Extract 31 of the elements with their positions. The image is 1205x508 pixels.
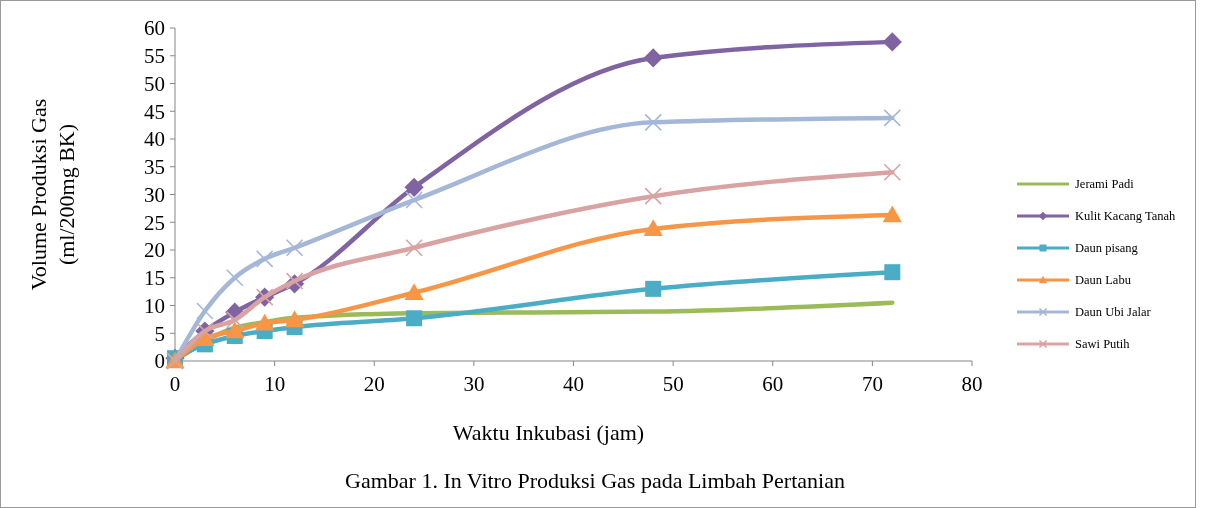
y-tick-label: 40 (144, 127, 165, 152)
legend-label: Sawi Putih (1075, 337, 1131, 352)
y-axis-title: Volume Produksi Gas (ml/200mg BK) (26, 98, 79, 291)
text: Gambar 1. In Vitro Produksi Gas pada Limbah Pertanian (345, 468, 845, 493)
x-tick-label: 20 (363, 372, 385, 396)
legend-label: Daun Ubi Jalar (1075, 305, 1152, 320)
x-tick-label: 60 (762, 372, 784, 396)
x-tick-label: 50 (662, 372, 684, 396)
legend-label: Daun Labu (1075, 273, 1132, 288)
y-tick-label: 30 (144, 182, 165, 207)
legend-label: Jerami Padi (1075, 177, 1135, 192)
x-axis-title: Waktu Inkubasi (jam) (452, 420, 645, 445)
y-tick-label: 35 (144, 155, 165, 180)
y-tick-label: 0 (154, 349, 165, 374)
legend-label: Kulit Kacang Tanah (1075, 209, 1176, 224)
x-tick-label: 30 (463, 372, 485, 396)
x-tick-label: 80 (961, 372, 983, 396)
x-tick-label: 70 (861, 372, 883, 396)
y-tick-label: 55 (144, 44, 165, 69)
y-tick-label: 20 (144, 238, 165, 263)
y-tick-label: 5 (154, 321, 165, 346)
y-tick-label: 25 (144, 210, 165, 235)
legend-label: Daun pisang (1075, 241, 1139, 256)
y-tick-label: 10 (144, 293, 165, 318)
y-tick-label: 50 (144, 71, 165, 96)
y-tick-label: 45 (144, 99, 165, 124)
x-tick-label: 0 (169, 372, 181, 396)
x-tick-label: 40 (563, 372, 584, 396)
y-tick-label: 60 (144, 16, 165, 41)
x-tick-label: 10 (264, 372, 286, 396)
y-tick-label: 15 (144, 266, 165, 291)
